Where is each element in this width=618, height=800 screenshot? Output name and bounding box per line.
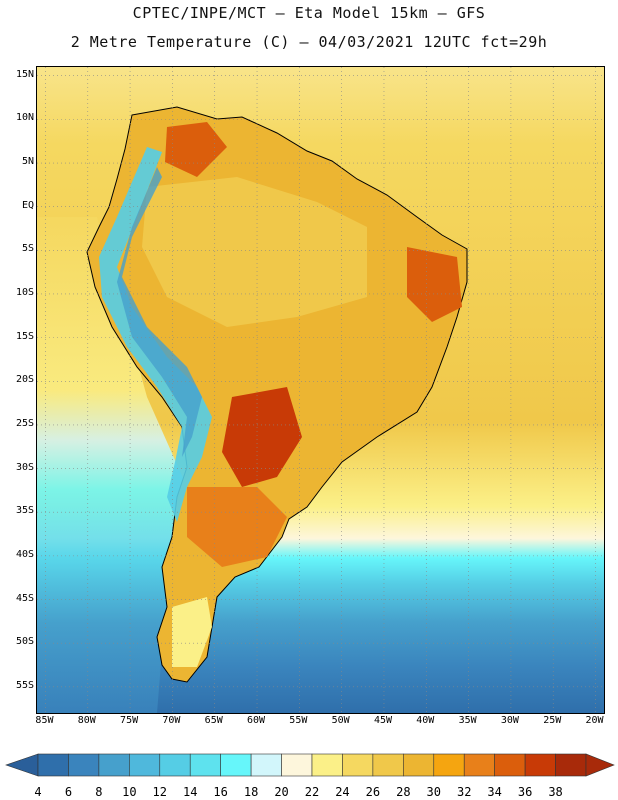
lon-tick-label: 75W [120, 715, 139, 726]
lat-tick-label: 20S [15, 374, 34, 386]
colorbar-box [555, 753, 587, 777]
lat-tick-label: EQ [21, 199, 34, 211]
andes-cold-band [99, 147, 212, 522]
colorbar-box [463, 753, 495, 777]
colorbar-tick-label: 20 [274, 785, 289, 799]
colorbar-box [37, 753, 69, 777]
colorbar-tick-label: 34 [487, 785, 502, 799]
colorbar-tick-label: 38 [548, 785, 563, 799]
colorbar-tick-label: 8 [95, 785, 103, 799]
lat-tick-label: 30S [15, 461, 34, 473]
colorbar-tick-label: 14 [182, 785, 198, 799]
lat-tick-label: 25S [15, 417, 34, 429]
lon-tick-label: 45W [373, 715, 392, 726]
colorbar-box [281, 753, 313, 777]
lat-lon-grid [37, 67, 604, 713]
hot-core-north [165, 122, 227, 177]
lon-tick-label: 80W [77, 715, 96, 726]
colorbar-boxes [5, 753, 615, 777]
colorbar-box [129, 753, 161, 777]
lon-tick-label: 25W [543, 715, 562, 726]
lat-tick-label: 5S [21, 243, 34, 255]
colorbar-tick-label: 12 [152, 785, 167, 799]
lon-tick-label: 20W [585, 715, 604, 726]
colorbar-box [159, 753, 191, 777]
colorbar-tick-label: 30 [426, 785, 441, 799]
lat-tick-label: 15N [15, 68, 34, 80]
colorbar-box [494, 753, 526, 777]
colorbar-tick-label: 18 [243, 785, 259, 799]
lat-tick-label: 55S [15, 679, 34, 691]
colorbar-tick-label: 22 [304, 785, 320, 799]
pacific-ocean [37, 217, 187, 713]
patagonia-cool [172, 597, 212, 667]
lat-tick-label: 10N [15, 112, 34, 124]
colorbar-tick-label: 28 [396, 785, 411, 799]
colorbar-box [68, 753, 100, 777]
colorbar-tick-label: 10 [122, 785, 137, 799]
amazon-basin [142, 177, 367, 327]
lon-tick-label: 55W [289, 715, 308, 726]
temperature-map [37, 67, 604, 713]
temperature-colorbar [5, 753, 615, 777]
lon-tick-label: 40W [416, 715, 435, 726]
map-title-line1: CPTEC/INPE/MCT – Eta Model 15km – GFS [132, 4, 486, 22]
colorbar-box [98, 753, 130, 777]
colorbar-box [250, 753, 282, 777]
colorbar-tick-label: 16 [213, 785, 228, 799]
colorbar-box [403, 753, 435, 777]
lon-tick-label: 60W [246, 715, 266, 726]
colorbar-max-arrow [585, 753, 615, 777]
lat-tick-label: 10S [15, 286, 34, 298]
colorbar-box [189, 753, 221, 777]
colorbar-tick-label: 32 [456, 785, 472, 799]
colorbar-box [220, 753, 252, 777]
lon-tick-label: 70W [162, 715, 181, 726]
map-title-line2: 2 Metre Temperature (C) – 04/03/2021 12U… [70, 33, 548, 51]
lon-tick-label: 65W [204, 715, 223, 726]
lat-tick-label: 5N [21, 156, 34, 168]
hot-core-central [222, 387, 302, 487]
lat-tick-label: 45S [15, 592, 34, 604]
andes-cold-core [117, 167, 202, 457]
lat-tick-label: 40S [15, 548, 34, 560]
colorbar-box [342, 753, 374, 777]
map-frame [36, 66, 605, 714]
lon-tick-label: 30W [500, 715, 519, 726]
lon-tick-label: 85W [35, 715, 54, 726]
lat-tick-label: 35S [15, 505, 34, 517]
hot-core-northeast [407, 247, 462, 322]
colorbar-tick-label: 6 [64, 785, 73, 799]
colorbar-tick-label: 36 [517, 785, 533, 799]
colorbar-tick-label: 4 [34, 785, 42, 799]
colorbar-tick-label: 26 [365, 785, 381, 799]
colorbar-tick-label: 24 [335, 785, 350, 799]
colorbar-box [372, 753, 404, 777]
lat-tick-label: 50S [15, 636, 34, 648]
lat-tick-label: 15S [15, 330, 34, 342]
lon-tick-label: 35W [458, 715, 477, 726]
colorbar-box [524, 753, 556, 777]
colorbar-min-arrow [5, 753, 39, 777]
lon-tick-label: 50W [331, 715, 350, 726]
colorbar-box [433, 753, 465, 777]
warm-region-south [187, 487, 287, 567]
colorbar-box [311, 753, 343, 777]
